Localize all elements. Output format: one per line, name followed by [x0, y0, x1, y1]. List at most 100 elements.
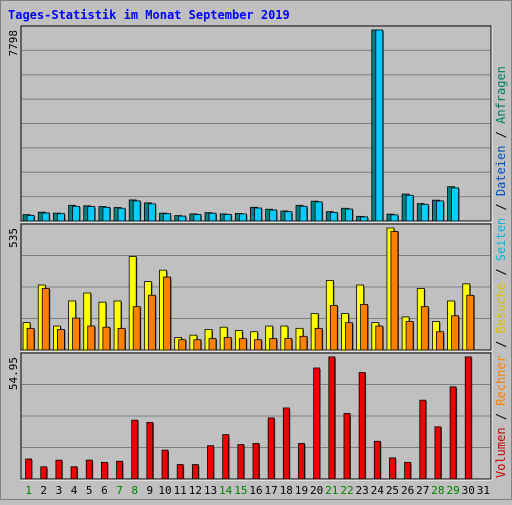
- bar-volumen-day-28: [434, 426, 442, 480]
- bar-volumen-day-4: [70, 466, 78, 480]
- x-tick-label: 20: [310, 484, 323, 497]
- bar-dateien-day-2: [41, 212, 50, 222]
- bar-rechner-day-8: [132, 306, 141, 351]
- bar-rechner-day-17: [269, 338, 278, 351]
- chart-panel-2: 535: [7, 223, 493, 352]
- legend-item-seiten: Seiten: [494, 218, 508, 261]
- bar-besuche-day-6: [98, 301, 107, 351]
- bar-volumen-day-27: [419, 399, 427, 480]
- panel-max-label: 54.95: [7, 357, 20, 390]
- x-tick-label: 17: [265, 484, 278, 497]
- bar-rechner-day-16: [254, 339, 262, 351]
- bar-volumen-day-10: [161, 449, 169, 480]
- bar-volumen-day-18: [282, 407, 290, 480]
- x-axis: 1 2 3 4 5 6 7 8 9 10 11 12 13 14 15 16 17 18 19 20 21 22 23 24 2…: [25, 484, 490, 497]
- bar-dateien-day-28: [436, 200, 444, 222]
- bar-dateien-day-18: [284, 211, 293, 222]
- bar-volumen-day-30: [464, 356, 472, 480]
- bar-volumen-day-1: [25, 458, 32, 480]
- bar-volumen-day-24: [373, 440, 381, 480]
- x-tick-label: 13: [204, 484, 217, 497]
- bar-volumen-day-25: [389, 457, 396, 480]
- chart-panel-1: 7798: [7, 25, 493, 223]
- bar-rechner-day-10: [163, 276, 171, 351]
- bar-besuche-day-18: [280, 325, 289, 351]
- bar-dateien-day-13: [208, 212, 217, 222]
- legend-separator: /: [494, 333, 508, 355]
- bar-rechner-day-25: [390, 231, 399, 351]
- bar-rechner-day-21: [329, 305, 338, 351]
- bar-rechner-day-4: [72, 317, 80, 351]
- bar-dateien-day-22: [345, 208, 353, 222]
- bar-dateien-day-29: [451, 187, 459, 222]
- series-volumen: [25, 356, 473, 480]
- bar-rechner-day-26: [405, 321, 414, 351]
- x-tick-label: 31: [477, 484, 490, 497]
- legend-separator: /: [494, 124, 508, 146]
- x-tick-label: 12: [189, 484, 202, 497]
- bar-dateien-day-14: [223, 213, 232, 222]
- x-tick-label: 11: [174, 484, 187, 497]
- chart-title: Tages-Statistik im Monat September 2019: [8, 8, 290, 22]
- panel-max-label: 535: [7, 228, 20, 248]
- x-tick-label: 28: [431, 484, 444, 497]
- x-tick-label: 19: [295, 484, 308, 497]
- bar-dateien-day-19: [299, 205, 308, 222]
- bar-volumen-day-19: [298, 443, 305, 480]
- bar-volumen-day-29: [449, 386, 457, 480]
- bar-volumen-day-26: [404, 461, 412, 480]
- bar-dateien-day-7: [117, 207, 126, 222]
- x-tick-label: 30: [462, 484, 475, 497]
- bar-volumen-day-14: [222, 434, 230, 480]
- bar-rechner-day-20: [314, 327, 323, 351]
- bar-rechner-day-6: [102, 326, 111, 351]
- bar-volumen-day-5: [85, 459, 93, 480]
- bar-rechner-day-30: [466, 294, 475, 351]
- bar-dateien-day-6: [102, 206, 111, 222]
- bar-dateien-day-12: [193, 213, 202, 222]
- bar-dateien-day-21: [329, 212, 338, 222]
- bar-dateien-day-15: [238, 213, 247, 222]
- bar-rechner-day-12: [193, 339, 202, 351]
- bar-volumen-day-22: [343, 413, 351, 480]
- series-rechner: [26, 231, 475, 351]
- bar-volumen-day-20: [313, 367, 321, 480]
- bar-dateien-day-4: [72, 205, 80, 222]
- bar-rechner-day-11: [178, 339, 187, 351]
- bar-rechner-day-29: [451, 315, 459, 351]
- bar-volumen-day-2: [40, 466, 48, 480]
- bar-rechner-day-13: [208, 338, 217, 351]
- bar-volumen-day-8: [131, 419, 139, 480]
- bar-rechner-day-23: [360, 303, 369, 351]
- x-tick-label: 1: [25, 484, 32, 497]
- x-tick-label: 23: [356, 484, 369, 497]
- bar-dateien-day-9: [147, 203, 156, 222]
- bar-besuche-day-5: [83, 292, 92, 351]
- bar-dateien-day-27: [420, 203, 429, 222]
- x-tick-label: 10: [158, 484, 171, 497]
- x-tick-label: 16: [249, 484, 262, 497]
- bar-dateien-day-16: [254, 207, 262, 222]
- x-tick-label: 14: [219, 484, 233, 497]
- x-tick-label: 27: [416, 484, 429, 497]
- legend-item-anfragen: Anfragen: [494, 66, 508, 124]
- bar-rechner-day-22: [345, 322, 353, 351]
- bar-rechner-day-2: [41, 288, 50, 351]
- legend-item-besuche: Besuche: [494, 283, 508, 334]
- bar-besuche-day-7: [113, 300, 122, 351]
- legend-item-rechner: Rechner: [494, 355, 508, 406]
- bar-volumen-day-3: [55, 459, 63, 480]
- bar-rechner-day-5: [87, 325, 96, 351]
- x-tick-label: 7: [116, 484, 123, 497]
- chart-panels: 7798 535 54.95: [7, 25, 493, 481]
- x-tick-label: 6: [101, 484, 108, 497]
- bar-volumen-day-15: [237, 444, 245, 480]
- bar-dateien-day-23: [360, 216, 369, 222]
- bar-dateien-day-1: [26, 214, 35, 222]
- x-tick-label: 25: [386, 484, 399, 497]
- bar-dateien-day-25: [390, 214, 399, 222]
- bar-dateien-day-10: [163, 213, 171, 222]
- x-tick-label: 22: [340, 484, 353, 497]
- x-tick-label: 8: [131, 484, 138, 497]
